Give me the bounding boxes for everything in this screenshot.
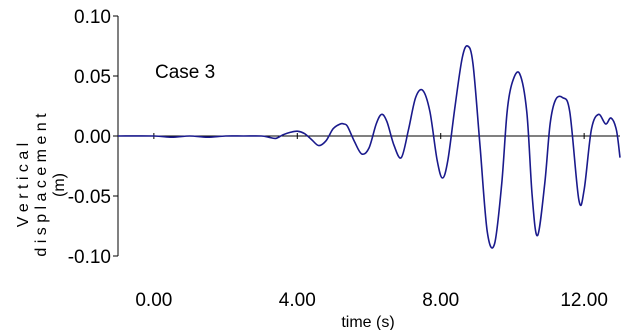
x-tick-label: 12.00 <box>560 290 608 311</box>
x-tick-label: 0.00 <box>135 290 172 311</box>
series-line-1 <box>117 45 621 249</box>
x-tick-label: 4.00 <box>279 290 316 311</box>
y-axis-title: V e r t i c a l d i s p l a c e m e n t … <box>15 113 68 257</box>
plot-area <box>117 45 621 249</box>
x-tick-label: 8.00 <box>422 290 459 311</box>
y-tick-label: -0.05 <box>68 187 111 208</box>
y-axis-title-line-1: V e r t i c a l <box>15 143 32 227</box>
y-axis-title-line-3: (m) <box>51 173 68 197</box>
x-axis-title: time (s) <box>341 314 394 330</box>
case-annotation: Case 3 <box>155 62 215 83</box>
y-tick-label: 0.10 <box>74 7 111 28</box>
y-axis-title-line-2: d i s p l a c e m e n t <box>33 113 50 257</box>
y-tick-label: 0.05 <box>74 67 111 88</box>
y-tick-label: -0.10 <box>68 247 111 268</box>
x-axis: 0.00 4.00 8.00 12.00 <box>118 133 620 311</box>
y-tick-label: 0.00 <box>74 127 111 148</box>
y-axis: 0.10 0.05 0.00 -0.05 -0.10 <box>68 7 119 268</box>
